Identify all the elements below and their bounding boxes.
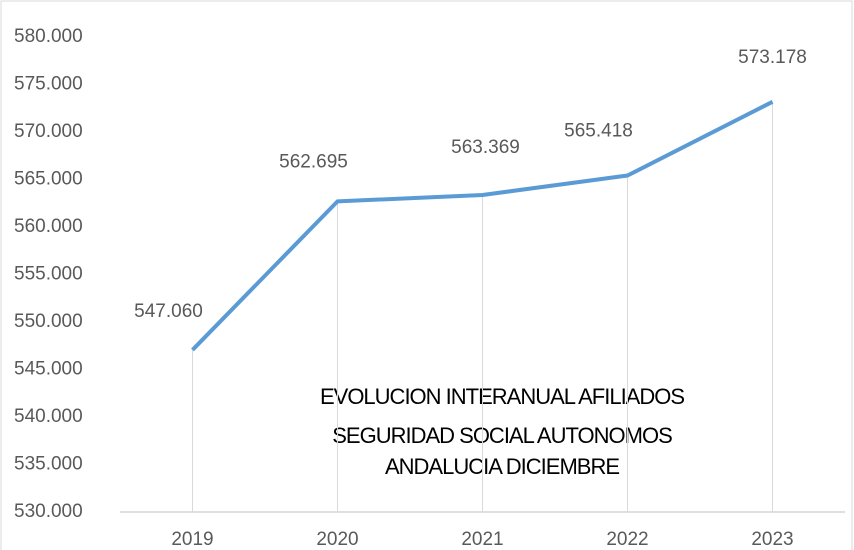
data-label: 573.178 (738, 47, 807, 68)
data-label: 563.369 (451, 137, 520, 158)
y-tick-label: 550.000 (14, 311, 83, 332)
x-tick-label: 2020 (316, 529, 358, 550)
y-tick-label: 555.000 (14, 264, 83, 285)
chart-title: SEGURIDAD SOCIAL AUTONOMOS (332, 423, 672, 448)
chart-title: ANDALUCIA DICIEMBRE (385, 454, 619, 479)
y-tick-label: 540.000 (14, 406, 83, 427)
x-tick-label: 2022 (606, 529, 648, 550)
series-line (191, 100, 774, 352)
y-tick-label: 530.000 (14, 501, 83, 522)
data-label: 547.060 (134, 301, 203, 322)
y-tick-label: 560.000 (14, 216, 83, 237)
x-tick-label: 2019 (171, 529, 213, 550)
x-tick-label: 2021 (461, 529, 503, 550)
data-label: 562.695 (279, 151, 348, 172)
chart-title: EVOLUCION INTERANUAL AFILIADOS (320, 384, 684, 409)
y-tick-label: 580.000 (14, 26, 83, 47)
y-tick-label: 575.000 (14, 74, 83, 95)
data-label: 565.418 (564, 121, 633, 142)
y-tick-label: 545.000 (14, 359, 83, 380)
y-tick-label: 535.000 (14, 454, 83, 475)
x-tick-label: 2023 (751, 529, 793, 550)
y-tick-label: 570.000 (14, 121, 83, 142)
y-tick-label: 565.000 (14, 169, 83, 190)
